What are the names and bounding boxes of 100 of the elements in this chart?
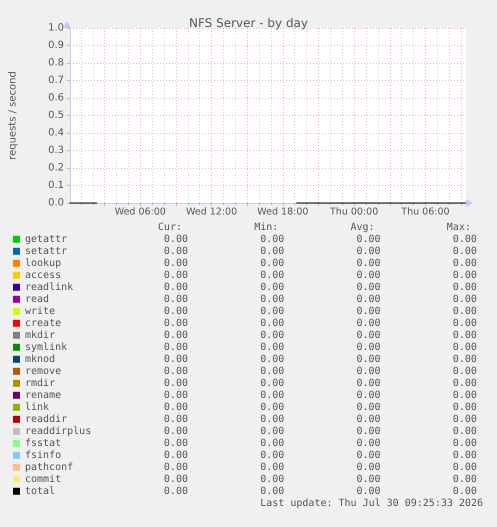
text: 0.00 [356, 390, 381, 401]
text: 0.00 [260, 330, 284, 341]
text: 0.00 [356, 486, 381, 497]
text: 0.00 [356, 246, 381, 257]
text: 0.00 [164, 414, 188, 425]
legend-label: fsinfo [25, 450, 62, 461]
y-tick-label: 0.8 [48, 58, 64, 68]
y-tick-label: 0.3 [48, 145, 64, 156]
text: 0.00 [260, 258, 284, 269]
y-tick-label: 0.2 [48, 162, 64, 174]
text: 0.00 [164, 294, 188, 305]
text: 0.00 [356, 306, 381, 317]
legend-label: commit [25, 474, 62, 485]
text: 0.00 [260, 414, 284, 425]
text: 0.00 [260, 282, 284, 293]
text: 0.00 [356, 330, 381, 341]
y-tick-label: 0.0 [48, 198, 64, 208]
legend-label: readlink [25, 282, 74, 293]
text: 0.00 [356, 414, 381, 425]
text: 0.00 [164, 402, 188, 413]
text: Last update: Thu Jul 30 09:25:33 2026 [260, 498, 483, 509]
x-tick-label: Wed 12:00 [186, 206, 238, 218]
text: 0.00 [260, 234, 284, 245]
y-tick-label: 0.6 [48, 92, 64, 104]
text: 0.00 [164, 342, 188, 353]
text: 0.00 [452, 270, 477, 281]
text: 0.00 [356, 270, 381, 281]
text: 0.00 [260, 342, 284, 353]
text: 0.00 [164, 366, 188, 377]
text: 0.00 [356, 426, 381, 437]
text: 0.00 [260, 378, 284, 389]
text: 0.00 [356, 474, 381, 485]
text: 0.00 [164, 438, 188, 449]
text: 0.00 [356, 402, 381, 413]
text: 0.00 [260, 450, 284, 461]
text: 0.00 [356, 318, 381, 329]
text: 0.00 [164, 450, 188, 461]
y-axis-title: requests / second [8, 71, 18, 160]
y-tick-label: 0.4 [48, 128, 64, 138]
text: 0.00 [356, 366, 381, 377]
text: 0.00 [452, 426, 477, 437]
text: 0.00 [452, 438, 477, 449]
text: 0.00 [260, 486, 284, 497]
text: 0.00 [164, 378, 188, 389]
legend-label: write [25, 306, 56, 317]
legend-label: create [25, 318, 62, 329]
legend-label: getattr [25, 234, 68, 245]
legend-label: lookup [25, 258, 62, 269]
y-tick-label: 0.9 [48, 40, 64, 51]
text: 0.00 [452, 258, 477, 269]
y-tick-label: 0.1 [48, 180, 64, 191]
text: 0.00 [356, 294, 381, 305]
text: 0.00 [164, 426, 188, 437]
text: 0.00 [452, 402, 477, 413]
text: 0.00 [452, 474, 477, 485]
text: 0.00 [452, 318, 477, 329]
text: 0.00 [164, 474, 188, 485]
legend-label: setattr [25, 246, 68, 257]
text: 0.00 [356, 342, 381, 353]
x-tick-label: Thu 00:00 [329, 206, 378, 218]
text: 0.00 [260, 306, 284, 317]
text: 0.00 [356, 354, 381, 365]
text: 0.00 [356, 282, 381, 293]
x-tick-label: Wed 18:00 [257, 206, 308, 218]
text: 0.00 [356, 378, 381, 389]
x-tick-label: Thu 06:00 [400, 206, 450, 218]
text: 0.00 [260, 294, 284, 305]
text: Min: [254, 222, 278, 233]
legend-label: rmdir [25, 378, 56, 389]
text: 0.00 [452, 462, 477, 473]
legend-label: link [25, 402, 50, 413]
text: 0.00 [452, 450, 477, 461]
legend-label: pathconf [25, 462, 74, 473]
x-tick-label: Wed 06:00 [114, 206, 166, 218]
y-tick-label: 1.0 [48, 22, 64, 34]
text: 0.00 [452, 306, 477, 317]
text: 0.00 [260, 462, 284, 473]
text: 0.00 [260, 270, 284, 281]
text: 0.00 [164, 390, 188, 401]
text: 0.00 [164, 330, 188, 341]
text: 0.00 [164, 246, 188, 257]
text: 0.00 [164, 270, 188, 281]
text: 0.00 [356, 462, 381, 473]
text: 0.00 [164, 486, 188, 497]
text: 0.00 [164, 258, 188, 269]
legend-label: access [25, 270, 62, 281]
text: 0.00 [260, 402, 284, 413]
text: 0.00 [164, 306, 188, 317]
text: 0.00 [452, 390, 477, 401]
legend-label: mkdir [25, 330, 56, 341]
text: Avg: [350, 222, 375, 233]
y-tick-label: 0.7 [48, 75, 64, 86]
text: 0.00 [260, 354, 284, 365]
text: 0.00 [260, 390, 284, 401]
text: 0.00 [164, 282, 188, 293]
text: 0.00 [164, 354, 188, 365]
legend-label: rename [25, 390, 62, 401]
text: 0.00 [260, 246, 284, 257]
text: 0.00 [260, 438, 284, 449]
legend-label: fsstat [25, 438, 62, 449]
